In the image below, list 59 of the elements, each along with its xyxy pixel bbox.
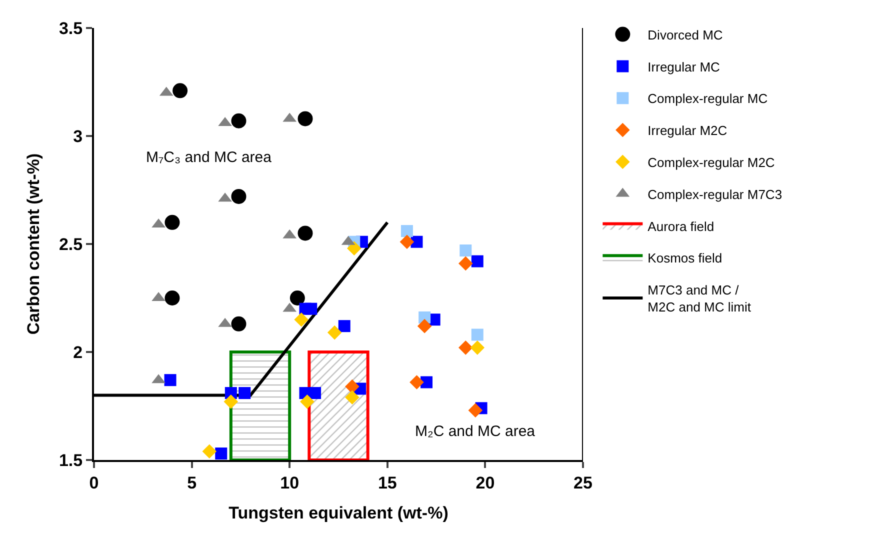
point: [471, 328, 484, 341]
point: [231, 188, 246, 204]
legend-label: Kosmos field: [648, 250, 722, 266]
y-axis-title: Carbon content (wt-%): [24, 153, 44, 335]
point: [290, 290, 305, 306]
point: [298, 111, 313, 126]
y-tick-label: 2.5: [58, 234, 83, 254]
point: [309, 387, 322, 400]
legend-label: Irregular M2C: [648, 123, 728, 138]
legend-label: Complex-regular M2C: [648, 154, 775, 170]
point: [410, 375, 424, 390]
point: [305, 302, 318, 315]
y-tick-label: 3: [73, 126, 83, 146]
point: [468, 403, 483, 418]
annotation: M₇C₃ and MC area: [146, 149, 272, 166]
point: [345, 379, 360, 394]
legend-label: M7C3 and MC / M2C and MC limit: [648, 282, 752, 314]
point: [215, 448, 228, 460]
point: [400, 225, 413, 238]
point: [400, 234, 414, 249]
legend-label: Divorced MC: [648, 27, 723, 42]
x-tick-label: 20: [476, 473, 495, 492]
point: [458, 256, 473, 271]
point: [345, 390, 360, 405]
point: [458, 340, 473, 355]
point: [338, 320, 350, 332]
y-tick-label: 1.5: [58, 450, 83, 470]
point: [298, 226, 313, 241]
point: [164, 290, 180, 306]
point: [300, 394, 314, 409]
x-tick-label: 0: [89, 473, 99, 492]
x-tick-label: 10: [280, 473, 300, 492]
point: [470, 340, 485, 355]
x-tick-label: 15: [378, 473, 397, 492]
legend-label: Aurora field: [648, 218, 714, 234]
point: [347, 241, 362, 256]
point: [238, 387, 251, 400]
point: [164, 374, 176, 386]
point: [172, 83, 188, 98]
legend-label: Irregular MC: [648, 59, 720, 74]
point: [417, 318, 432, 334]
point: [231, 316, 246, 332]
y-tick-label: 2: [73, 342, 83, 362]
point: [224, 394, 238, 409]
point: [460, 244, 472, 256]
point: [420, 376, 433, 388]
legend-label: Complex-regular M7C3: [648, 186, 782, 202]
x-tick-label: 25: [574, 473, 592, 492]
annotation: M₂C and MC area: [415, 423, 536, 440]
point: [231, 113, 246, 128]
point: [327, 325, 342, 340]
point: [294, 312, 308, 327]
point: [471, 255, 484, 268]
x-axis-title: Tungsten equivalent (wt-%): [228, 503, 448, 522]
point: [202, 444, 217, 459]
x-tick-label: 5: [187, 473, 197, 492]
y-tick-label: 3.5: [58, 18, 83, 38]
point: [164, 214, 180, 230]
legend-label: Complex-regular MC: [648, 91, 768, 106]
